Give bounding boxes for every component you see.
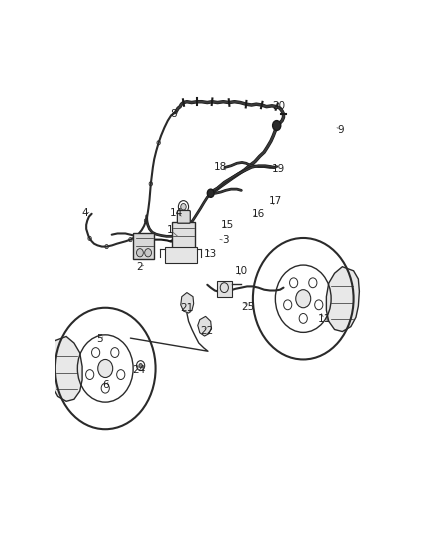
Text: 11: 11 <box>317 314 330 324</box>
Text: 6: 6 <box>102 380 108 390</box>
Circle shape <box>289 278 297 288</box>
Text: 17: 17 <box>268 197 281 206</box>
Text: 16: 16 <box>251 209 265 219</box>
Text: 2: 2 <box>136 262 142 272</box>
Text: 13: 13 <box>204 248 217 259</box>
Text: 18: 18 <box>214 163 227 172</box>
Circle shape <box>308 278 316 288</box>
Text: 22: 22 <box>200 326 213 336</box>
FancyBboxPatch shape <box>164 247 197 263</box>
Text: 20: 20 <box>272 101 285 111</box>
Circle shape <box>136 248 143 257</box>
Circle shape <box>298 313 307 324</box>
Circle shape <box>110 348 119 358</box>
Circle shape <box>295 290 310 308</box>
Text: 10: 10 <box>234 266 247 276</box>
Circle shape <box>283 300 291 310</box>
Text: 24: 24 <box>132 365 145 375</box>
Circle shape <box>272 120 280 131</box>
Circle shape <box>98 359 113 377</box>
Text: 21: 21 <box>180 303 193 313</box>
FancyBboxPatch shape <box>216 281 231 297</box>
Circle shape <box>138 364 142 368</box>
FancyBboxPatch shape <box>177 211 190 223</box>
FancyBboxPatch shape <box>171 222 195 248</box>
Text: 14: 14 <box>170 207 183 217</box>
Text: 1: 1 <box>167 225 173 235</box>
Text: 9: 9 <box>336 125 343 135</box>
Text: 3: 3 <box>221 236 228 245</box>
Circle shape <box>180 204 186 210</box>
Circle shape <box>85 370 94 379</box>
Circle shape <box>117 370 124 379</box>
Text: 4: 4 <box>81 207 88 217</box>
Polygon shape <box>180 293 193 313</box>
Text: 25: 25 <box>241 302 254 312</box>
FancyBboxPatch shape <box>133 232 154 260</box>
Circle shape <box>145 248 151 257</box>
Circle shape <box>101 383 109 393</box>
Text: 19: 19 <box>272 164 285 174</box>
Polygon shape <box>325 266 359 332</box>
Circle shape <box>314 300 322 310</box>
Polygon shape <box>49 336 82 401</box>
Circle shape <box>207 189 214 197</box>
Text: 5: 5 <box>95 334 102 344</box>
Circle shape <box>92 348 99 358</box>
Polygon shape <box>198 317 211 336</box>
Text: 8: 8 <box>170 109 176 119</box>
Text: 15: 15 <box>221 220 234 230</box>
